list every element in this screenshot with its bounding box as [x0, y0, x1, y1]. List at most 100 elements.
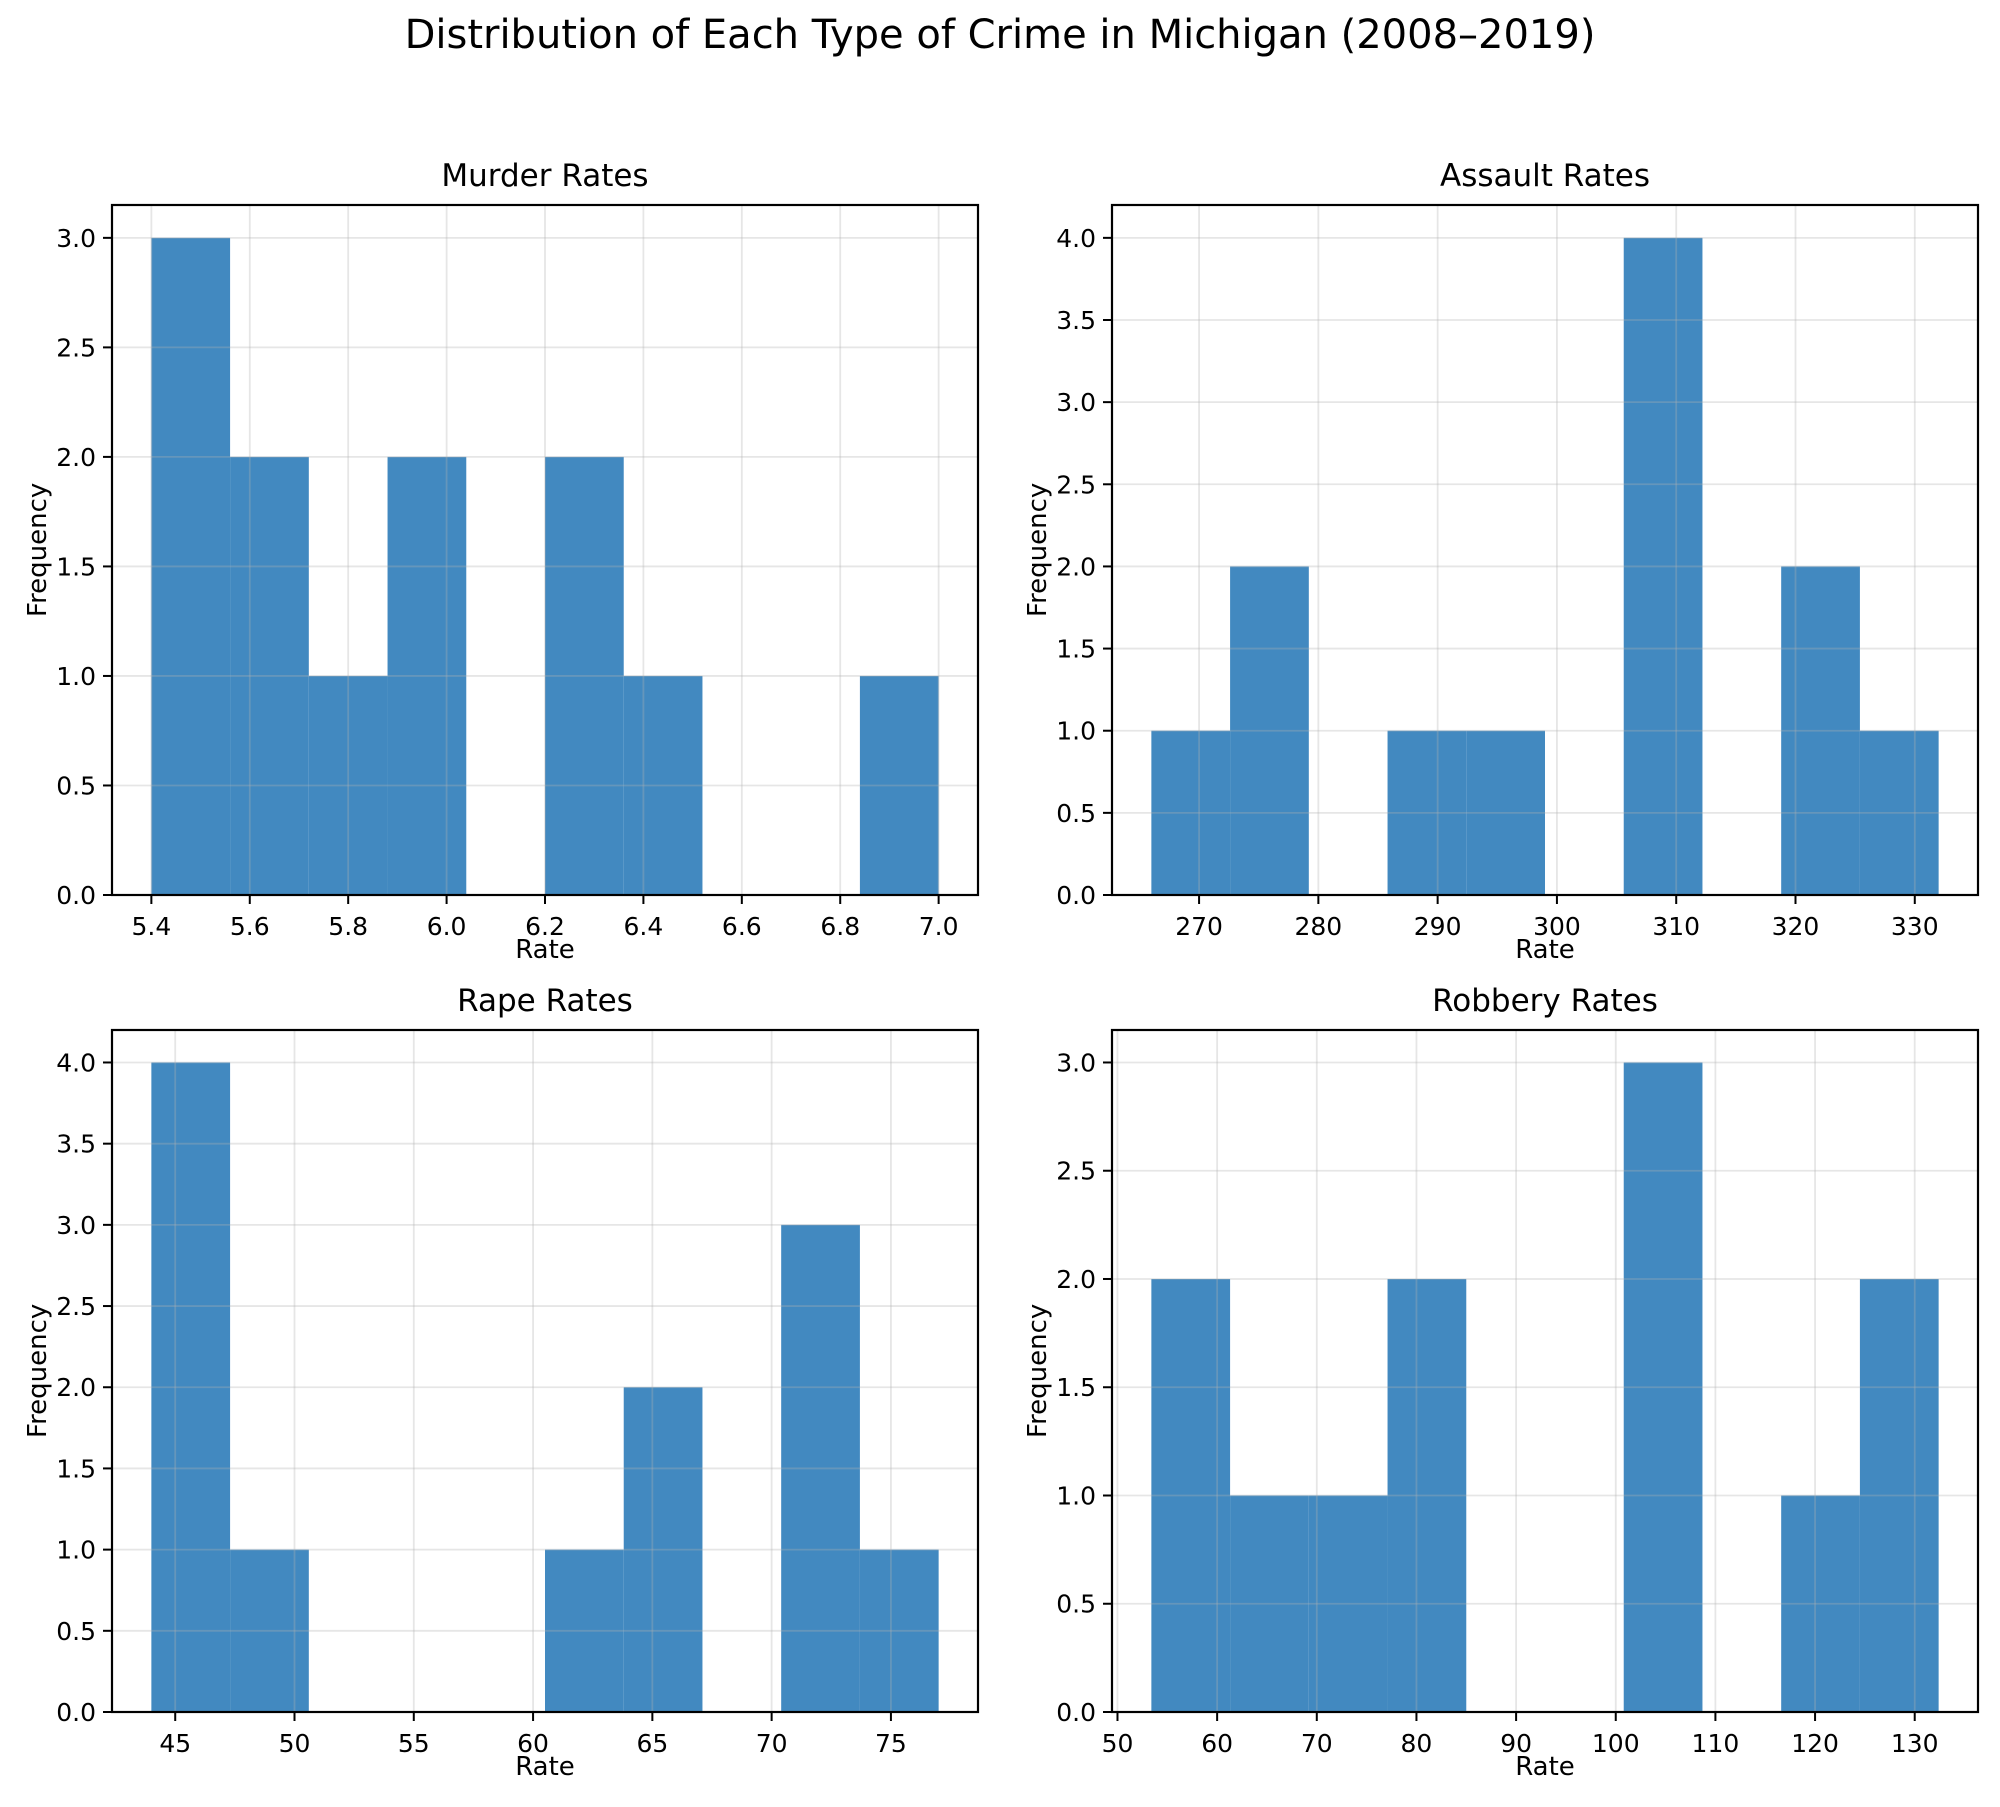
- x-tick-label: 90: [1500, 1729, 1532, 1758]
- histogram-bar: [1466, 730, 1545, 895]
- histogram-bar: [151, 237, 231, 895]
- y-tick-label: 1.5: [1056, 635, 1096, 664]
- chart-title-rape: Rape Rates: [457, 983, 633, 1019]
- x-tick-label: 6.8: [820, 912, 860, 941]
- x-axis-label-assault: Rate: [1515, 935, 1575, 965]
- y-tick-label: 0.0: [56, 1698, 96, 1727]
- histogram-bar: [1230, 1495, 1309, 1712]
- x-axis-label-rape: Rate: [515, 1752, 575, 1782]
- y-axis-label-assault: Frequency: [1023, 482, 1053, 618]
- y-tick-label: 0.0: [56, 881, 96, 910]
- histogram-bar: [230, 1549, 309, 1712]
- histogram-robbery: 50 60 70 80 90 100 110 120 130 0.0 0.5 1.0 1.5 2.0 2.5…: [1056, 1028, 1980, 1758]
- x-tick-label: 50: [279, 1729, 311, 1758]
- x-tick-label: 6.2: [525, 912, 565, 941]
- histogram-murder: 5.4 5.6 5.8 6.0 6.2 6.4 6.6 6.8 7.0 0.0 0.5 1.0 1.5 2…: [56, 203, 980, 941]
- histogram-bar: [151, 1062, 231, 1712]
- x-tick-label: 6.0: [427, 912, 467, 941]
- histogram-bar: [387, 456, 467, 895]
- y-axis-label-murder: Frequency: [23, 482, 53, 618]
- histogram-bar: [781, 1224, 860, 1712]
- x-tick-label: 270: [1175, 912, 1223, 941]
- x-tick-label: 5.4: [131, 912, 171, 941]
- x-axis-label-murder: Rate: [515, 935, 575, 965]
- x-tick-label: 290: [1414, 912, 1462, 941]
- histogram-bar: [308, 675, 388, 895]
- x-tick-label: 65: [636, 1729, 668, 1758]
- histogram-bar: [1781, 1495, 1860, 1712]
- y-tick-label: 2.0: [56, 443, 96, 472]
- y-axis-label-robbery: Frequency: [1023, 1303, 1053, 1439]
- y-tick-label: 1.0: [1056, 1481, 1096, 1510]
- x-tick-label: 100: [1592, 1729, 1640, 1758]
- x-tick-label: 55: [398, 1729, 430, 1758]
- y-tick-label: 2.0: [1056, 552, 1096, 581]
- y-tick-label: 2.5: [56, 333, 96, 362]
- y-tick-label: 3.0: [1056, 388, 1096, 417]
- histogram-bar: [859, 1549, 939, 1712]
- histogram-bar: [623, 675, 703, 895]
- y-tick-label: 4.0: [1056, 224, 1096, 253]
- y-tick-label: 1.5: [56, 1454, 96, 1483]
- histogram-bar: [1623, 237, 1703, 895]
- histogram-bar: [1623, 1062, 1703, 1712]
- y-tick-label: 2.5: [56, 1292, 96, 1321]
- chart-title-robbery: Robbery Rates: [1432, 983, 1658, 1019]
- x-tick-label: 7.0: [919, 912, 959, 941]
- histogram-bar: [1859, 730, 1939, 895]
- y-tick-label: 3.0: [56, 1211, 96, 1240]
- histogram-bar: [859, 675, 939, 895]
- y-tick-label: 4.0: [56, 1048, 96, 1077]
- y-tick-label: 1.5: [1056, 1373, 1096, 1402]
- y-tick-label: 1.0: [56, 662, 96, 691]
- x-axis-label-robbery: Rate: [1515, 1752, 1575, 1782]
- x-tick-label: 70: [1301, 1729, 1333, 1758]
- axes-border: [1110, 203, 1980, 897]
- histogram-bar: [1387, 1278, 1467, 1712]
- histogram-bar: [545, 1549, 624, 1712]
- histogram-bar: [1308, 1495, 1388, 1712]
- histogram-bar: [230, 456, 309, 895]
- chart-title-assault: Assault Rates: [1439, 158, 1650, 194]
- axes-border: [1110, 1028, 1980, 1714]
- x-tick-label: 300: [1533, 912, 1581, 941]
- y-tick-label: 2.0: [1056, 1265, 1096, 1294]
- histogram-rape: 45 50 55 60 65 70 75 0.0 0.5 1.0 1.5 2.0 2.5 3.0 3.5 4.…: [56, 1028, 980, 1758]
- y-tick-label: 3.5: [1056, 306, 1096, 335]
- x-tick-label: 80: [1401, 1729, 1433, 1758]
- x-tick-label: 75: [875, 1729, 907, 1758]
- histogram-bar: [623, 1387, 703, 1712]
- histogram-bar: [1387, 730, 1467, 895]
- x-tick-label: 5.6: [230, 912, 270, 941]
- y-tick-label: 2.5: [1056, 1157, 1096, 1186]
- histogram-bar: [1151, 1278, 1231, 1712]
- x-tick-label: 5.8: [328, 912, 368, 941]
- x-tick-label: 60: [1201, 1729, 1233, 1758]
- y-tick-label: 1.5: [56, 552, 96, 581]
- y-axis-label-rape: Frequency: [23, 1303, 53, 1439]
- x-tick-label: 50: [1102, 1729, 1134, 1758]
- y-tick-label: 3.5: [56, 1130, 96, 1159]
- x-tick-label: 330: [1891, 912, 1939, 941]
- x-tick-label: 110: [1692, 1729, 1740, 1758]
- y-tick-label: 0.0: [1056, 881, 1096, 910]
- y-tick-label: 2.5: [1056, 470, 1096, 499]
- y-tick-label: 0.5: [1056, 1590, 1096, 1619]
- y-tick-label: 1.0: [56, 1536, 96, 1565]
- y-tick-label: 2.0: [56, 1373, 96, 1402]
- chart-title-murder: Murder Rates: [441, 158, 649, 194]
- x-tick-label: 280: [1295, 912, 1343, 941]
- histogram-bar: [1230, 566, 1309, 895]
- figure-title: Distribution of Each Type of Crime in Mi…: [404, 12, 1596, 58]
- x-tick-label: 130: [1891, 1729, 1939, 1758]
- histogram-bar: [545, 456, 624, 895]
- y-tick-label: 1.0: [1056, 717, 1096, 746]
- y-tick-label: 0.5: [1056, 799, 1096, 828]
- y-tick-label: 0.0: [1056, 1698, 1096, 1727]
- axes-border: [110, 1028, 980, 1714]
- histogram-bar: [1781, 566, 1860, 895]
- x-tick-label: 120: [1791, 1729, 1839, 1758]
- y-tick-label: 0.5: [56, 1617, 96, 1646]
- x-tick-label: 60: [517, 1729, 549, 1758]
